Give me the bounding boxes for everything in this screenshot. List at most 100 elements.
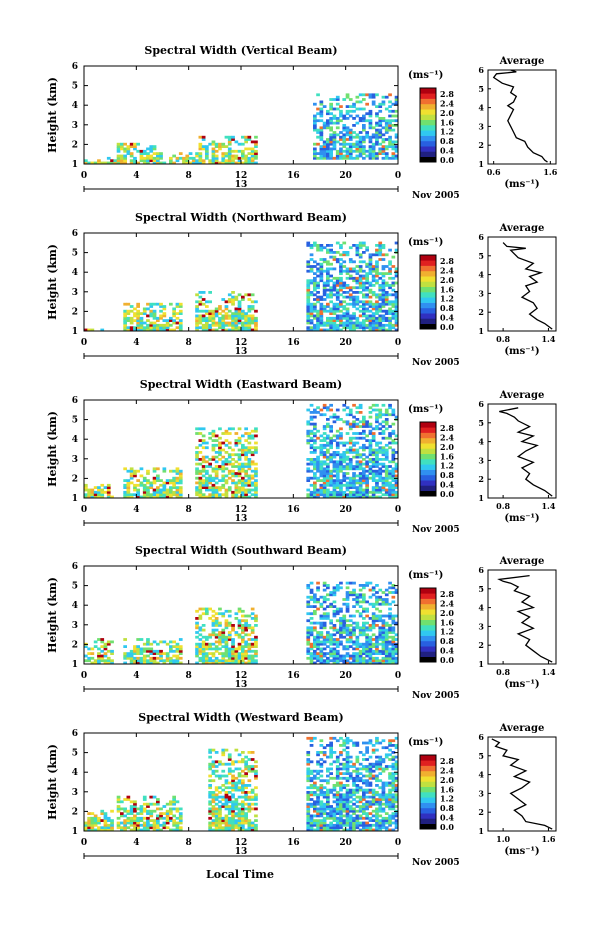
heatmap-cell <box>129 474 134 478</box>
heatmap-cell <box>375 248 379 252</box>
heatmap-cell <box>218 791 222 794</box>
heatmap-cell <box>339 138 343 141</box>
heatmap-cell <box>201 469 206 473</box>
heatmap-cell <box>348 635 353 639</box>
heatmap-cell <box>362 462 366 466</box>
heatmap-cell <box>322 260 327 264</box>
heatmap-cell <box>381 265 386 268</box>
heatmap-cell <box>378 472 383 475</box>
heatmap-cell <box>116 805 121 808</box>
heatmap-cell <box>156 490 160 494</box>
x-tick-label: 4 <box>133 671 139 681</box>
heatmap-cell <box>152 321 157 325</box>
heatmap-cell <box>224 654 229 658</box>
heatmap-cell <box>172 807 176 811</box>
heatmap-cell <box>87 816 91 820</box>
heatmap-cell <box>250 661 255 665</box>
heatmap-cell <box>381 479 386 482</box>
heatmap-cell <box>322 291 327 294</box>
heatmap-cell <box>306 772 311 775</box>
heatmap-cell <box>309 328 314 332</box>
heatmap-cell <box>227 321 232 325</box>
heatmap-cell <box>388 488 392 492</box>
heatmap-cell <box>227 427 232 431</box>
heatmap-cell <box>211 798 216 801</box>
heatmap-cell <box>322 652 327 655</box>
heatmap-cell <box>391 156 396 160</box>
heatmap-cell <box>335 117 340 120</box>
heatmap-cell <box>162 805 167 808</box>
heatmap-cell <box>342 420 347 424</box>
heatmap-cell <box>378 119 383 123</box>
heatmap-cell <box>306 793 311 797</box>
heatmap-cell <box>319 274 324 278</box>
heatmap-cell <box>250 769 255 773</box>
heatmap-cell <box>254 659 258 663</box>
heatmap-cell <box>129 469 134 473</box>
heatmap-cell <box>375 451 379 454</box>
heatmap-cell <box>339 453 343 457</box>
heatmap-cell <box>384 119 389 123</box>
heatmap-cell <box>394 588 399 592</box>
heatmap-cell <box>231 649 235 653</box>
heatmap-cell <box>326 465 330 468</box>
heatmap-cell <box>126 488 131 492</box>
heatmap-cell <box>368 295 373 299</box>
x-tick-label: 0 <box>81 671 87 681</box>
heatmap-cell <box>195 488 199 492</box>
heatmap-cell <box>195 309 199 313</box>
heatmap-cell <box>394 95 399 99</box>
heatmap-cell <box>345 291 350 294</box>
x-tick-label: 4 <box>133 505 139 515</box>
heatmap-cell <box>326 812 330 815</box>
heatmap-cell <box>329 593 333 597</box>
heatmap-cell <box>384 418 389 421</box>
heatmap-cell <box>169 659 173 663</box>
heatmap-cell <box>172 314 176 318</box>
heatmap-cell <box>381 302 386 306</box>
heatmap-cell <box>332 614 337 618</box>
heatmap-cell <box>381 628 386 632</box>
heatmap-cell <box>365 469 369 473</box>
heatmap-cell <box>250 460 255 464</box>
heatmap-cell <box>339 617 343 620</box>
heatmap-cell <box>365 248 369 252</box>
heatmap-cell <box>205 645 209 648</box>
heatmap-cell <box>198 145 203 148</box>
heatmap-cell <box>378 633 383 637</box>
heatmap-cell <box>345 798 350 801</box>
heatmap-cell <box>241 443 245 447</box>
heatmap-cell <box>378 288 383 292</box>
heatmap-cell <box>129 654 134 658</box>
heatmap-cell <box>195 624 199 627</box>
heatmap-cell <box>339 493 343 497</box>
heatmap-cell <box>133 647 137 651</box>
heatmap-cell <box>234 316 239 320</box>
heatmap-cell <box>352 598 356 601</box>
heatmap-cell <box>237 495 242 499</box>
heatmap-cell <box>388 100 392 104</box>
heatmap-cell <box>201 291 206 294</box>
heatmap-cell <box>244 472 248 475</box>
heatmap-cell <box>332 776 337 780</box>
heatmap-cell <box>156 323 160 327</box>
heatmap-cell <box>384 588 389 592</box>
heatmap-cell <box>234 140 239 144</box>
heatmap-cell <box>322 126 327 130</box>
heatmap-cell <box>309 744 314 747</box>
heatmap-cell <box>352 769 356 773</box>
heatmap-cell <box>326 316 330 320</box>
heatmap-cell <box>198 439 203 442</box>
heatmap-cell <box>371 458 376 461</box>
heatmap-cell <box>227 823 232 827</box>
heatmap-cell <box>339 781 343 785</box>
heatmap-cell <box>368 126 373 130</box>
heatmap-cell <box>365 635 369 639</box>
heatmap-cell <box>247 138 252 141</box>
heatmap-cell <box>365 420 369 424</box>
heatmap-cell <box>224 314 229 318</box>
heatmap-cell <box>133 474 137 478</box>
heatmap-cell <box>241 326 245 330</box>
heatmap-cell <box>254 152 258 155</box>
heatmap-cell <box>368 638 373 641</box>
